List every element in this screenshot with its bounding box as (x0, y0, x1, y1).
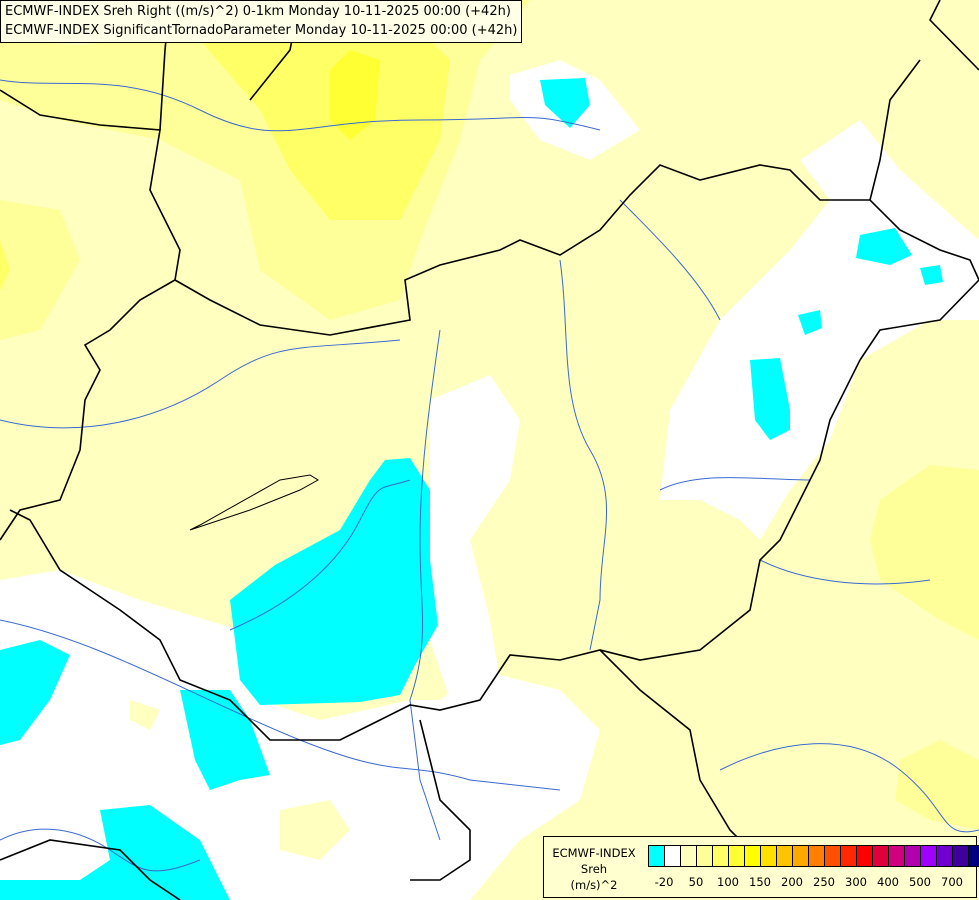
legend-swatch (809, 846, 825, 866)
strong-yellow-zones (330, 50, 380, 140)
legend-tick-label: 100 (717, 875, 739, 889)
legend-swatch (921, 846, 937, 866)
legend-swatch (713, 846, 729, 866)
legend-swatch (841, 846, 857, 866)
title-sreh: ECMWF-INDEX Sreh Right ((m/s)^2) 0-1km M… (5, 4, 511, 19)
legend-swatch (857, 846, 873, 866)
legend-ticks: -20 50 100 150 200 250 300 400 500 700 (648, 875, 978, 891)
legend-tick-label: -20 (654, 875, 674, 889)
legend-swatch (681, 846, 697, 866)
legend-swatch (761, 846, 777, 866)
legend-swatch (665, 846, 681, 866)
legend-swatch (777, 846, 793, 866)
rivers (0, 79, 979, 872)
legend-swatch (953, 846, 969, 866)
legend-tick-label: 500 (909, 875, 931, 889)
legend-swatch (873, 846, 889, 866)
legend-source: ECMWF-INDEX (552, 846, 636, 860)
color-legend: ECMWF-INDEX Sreh (m/s)^2 -20 50 100 150 200 2… (543, 836, 979, 898)
legend-tick-label: 200 (781, 875, 803, 889)
legend-swatch (745, 846, 761, 866)
legend-unit: (m/s)^2 (570, 878, 618, 892)
legend-tick-label: 250 (813, 875, 835, 889)
legend-swatch (889, 846, 905, 866)
legend-label: ECMWF-INDEX Sreh (m/s)^2 (548, 845, 640, 893)
legend-swatch (697, 846, 713, 866)
bright-yellow-zones (0, 10, 450, 290)
yellow-in-white (130, 700, 350, 860)
legend-tick-label: 700 (941, 875, 963, 889)
legend-swatch (905, 846, 921, 866)
legend-tick-label: 150 (749, 875, 771, 889)
legend-swatch (969, 846, 979, 866)
legend-swatch (729, 846, 745, 866)
legend-tick-label: 50 (688, 875, 704, 889)
cyan-zones (0, 78, 943, 900)
legend-tick-label: 400 (877, 875, 899, 889)
legend-tick-label: 300 (845, 875, 867, 889)
legend-swatch (825, 846, 841, 866)
map-title-box: ECMWF-INDEX Sreh Right ((m/s)^2) 0-1km M… (0, 0, 523, 43)
legend-swatches (648, 845, 979, 867)
legend-swatch (649, 846, 665, 866)
legend-variable: Sreh (580, 862, 608, 876)
legend-swatch (793, 846, 809, 866)
legend-swatch (937, 846, 953, 866)
title-stp: ECMWF-INDEX SignificantTornadoParameter … (5, 23, 518, 38)
